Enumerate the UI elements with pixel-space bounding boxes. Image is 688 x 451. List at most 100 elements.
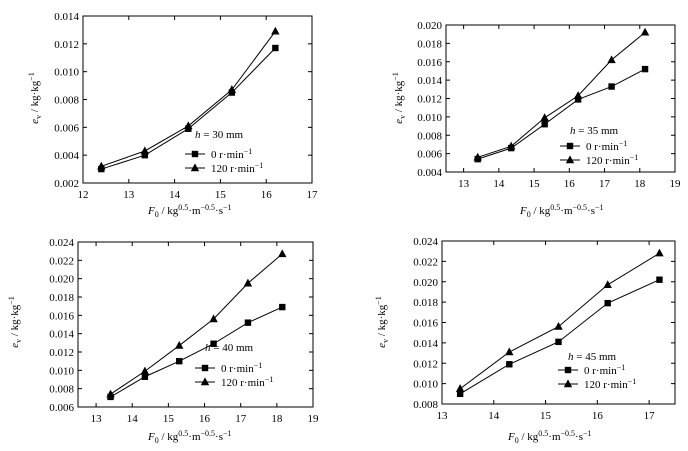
y-tick-label: 0.006 bbox=[417, 149, 442, 161]
legend-marker-triangle bbox=[564, 379, 572, 387]
x-label-unit: / kg bbox=[531, 205, 551, 217]
legend-label-text: 0 r·min bbox=[584, 365, 617, 377]
x-label-unit: ·s bbox=[215, 205, 223, 217]
y-tick-label: 0.014 bbox=[417, 75, 442, 87]
y-tick-label: 0.020 bbox=[49, 274, 74, 286]
y-tick-label: 0.008 bbox=[49, 384, 74, 396]
data-point-triangle bbox=[141, 367, 149, 375]
plot-frame bbox=[446, 25, 675, 172]
x-tick-label: 19 bbox=[670, 178, 682, 190]
x-label-sup: 0.5 bbox=[178, 203, 188, 212]
legend-label: 120 r·min−1 bbox=[211, 161, 263, 175]
x-tick-label: 17 bbox=[644, 410, 656, 422]
x-label-sup: −1 bbox=[223, 203, 232, 212]
panel-annotation: h = 30 mm bbox=[195, 129, 244, 141]
y-tick-label: 0.010 bbox=[54, 67, 79, 79]
legend-label: 0 r·min−1 bbox=[584, 363, 625, 377]
data-point-triangle bbox=[184, 121, 192, 129]
y-tick-label: 0.012 bbox=[49, 347, 74, 359]
y-tick-label: 0.008 bbox=[54, 95, 79, 107]
annotation-value: = 45 mm bbox=[574, 351, 617, 363]
x-tick-label: 18 bbox=[634, 178, 646, 190]
legend-label: 120 r·min−1 bbox=[586, 153, 638, 167]
x-label-sup: 0.5 bbox=[178, 429, 188, 438]
legend-label-text: 120 r·min bbox=[211, 163, 255, 175]
x-label-unit: ·s bbox=[587, 205, 595, 217]
y-tick-label: 0.012 bbox=[413, 358, 438, 370]
y-tick-label: 0.010 bbox=[49, 365, 74, 377]
data-point-triangle bbox=[603, 280, 611, 288]
y-label-sup: −1 bbox=[391, 72, 400, 81]
y-tick-label: 0.010 bbox=[413, 379, 438, 391]
x-tick-label: 16 bbox=[199, 413, 211, 425]
x-label-sup: −1 bbox=[223, 429, 232, 438]
data-point-square bbox=[279, 304, 285, 310]
x-tick-label: 17 bbox=[599, 178, 611, 190]
y-axis-label: ev / kg·kg−1 bbox=[27, 72, 43, 124]
legend-label-text: 120 r·min bbox=[586, 155, 630, 167]
annotation-value: = 35 mm bbox=[576, 125, 619, 137]
legend-label: 120 r·min−1 bbox=[584, 377, 636, 391]
legend-label-sup: −1 bbox=[244, 147, 253, 156]
data-point-triangle bbox=[554, 322, 562, 330]
chart-panel-2: 13 14 15 16 17 18 190.0040.0060.0080.0100.0120… bbox=[391, 20, 681, 219]
y-tick-label: 0.014 bbox=[49, 329, 74, 341]
legend-label-sup: −1 bbox=[254, 361, 263, 370]
x-label-unit: ·m bbox=[188, 205, 201, 217]
x-label-unit: ·m bbox=[548, 431, 561, 443]
legend-label-sup: −1 bbox=[619, 139, 628, 148]
data-point-square bbox=[604, 300, 610, 306]
x-label-unit: ·s bbox=[575, 431, 583, 443]
data-point-triangle bbox=[540, 113, 548, 121]
y-tick-label: 0.018 bbox=[413, 297, 438, 309]
y-tick-label: 0.014 bbox=[413, 338, 438, 350]
y-tick-label: 0.016 bbox=[417, 57, 442, 69]
y-label-sup: −1 bbox=[7, 296, 16, 305]
y-label-unit: / kg·kg bbox=[9, 304, 21, 339]
x-tick-label: 17 bbox=[235, 413, 247, 425]
x-axis-label: F0 / kg0.5·m−0.5·s−1 bbox=[147, 203, 232, 219]
plot-frame bbox=[83, 16, 312, 183]
legend-marker-triangle bbox=[191, 163, 199, 171]
y-tick-label: 0.008 bbox=[417, 130, 442, 142]
y-axis-label: ev / kg·kg−1 bbox=[391, 72, 407, 124]
x-tick-label: 14 bbox=[488, 410, 500, 422]
y-tick-label: 0.006 bbox=[49, 402, 74, 414]
x-tick-label: 14 bbox=[493, 178, 505, 190]
legend-marker-triangle bbox=[566, 155, 574, 163]
panel-annotation: h = 35 mm bbox=[570, 125, 619, 137]
data-point-triangle bbox=[106, 390, 114, 398]
y-tick-label: 0.016 bbox=[413, 318, 438, 330]
chart-panel-1: 12 13 14 15 16 17 0.002 0.004 0.006 0.008 0.010 0.0… bbox=[27, 11, 318, 219]
legend-label-sup: −1 bbox=[265, 375, 274, 384]
data-point-square bbox=[555, 339, 561, 345]
x-label-sup: −0.5 bbox=[201, 203, 216, 212]
legend-label: 0 r·min−1 bbox=[221, 361, 262, 375]
x-label-unit: / kg bbox=[159, 431, 179, 443]
x-tick-label: 16 bbox=[564, 178, 576, 190]
y-tick-label: 0.018 bbox=[417, 38, 442, 50]
x-tick-label: 15 bbox=[540, 410, 552, 422]
data-point-triangle bbox=[655, 249, 663, 257]
chart-panel-4: 13 14 15 16 17 0.008 0.010 0.012 0.014 0.016 0.018… bbox=[374, 236, 675, 445]
x-label-sup: 0.5 bbox=[538, 429, 548, 438]
x-axis-label: F0 / kg0.5·m−0.5·s−1 bbox=[507, 429, 592, 445]
data-point-square bbox=[541, 121, 547, 127]
y-tick-label: 0.022 bbox=[413, 256, 438, 268]
panel-annotation: h = 40 mm bbox=[205, 342, 254, 354]
y-tick-label: 0.002 bbox=[54, 178, 79, 190]
data-point-square bbox=[642, 66, 648, 72]
y-tick-label: 0.018 bbox=[49, 292, 74, 304]
legend-marker-square bbox=[202, 365, 208, 371]
x-axis-label: F0 / kg0.5·m−0.5·s−1 bbox=[519, 203, 604, 219]
x-label-sup: −0.5 bbox=[573, 203, 588, 212]
x-tick-label: 18 bbox=[271, 413, 283, 425]
series-line-2 bbox=[460, 253, 659, 388]
x-label-sup: −1 bbox=[595, 203, 604, 212]
legend-label-text: 0 r·min bbox=[211, 149, 244, 161]
y-label-sup: −1 bbox=[374, 296, 383, 305]
x-tick-label: 13 bbox=[123, 189, 135, 201]
legend-label-sup: −1 bbox=[630, 153, 639, 162]
x-tick-label: 13 bbox=[437, 410, 449, 422]
data-point-triangle bbox=[271, 27, 279, 35]
